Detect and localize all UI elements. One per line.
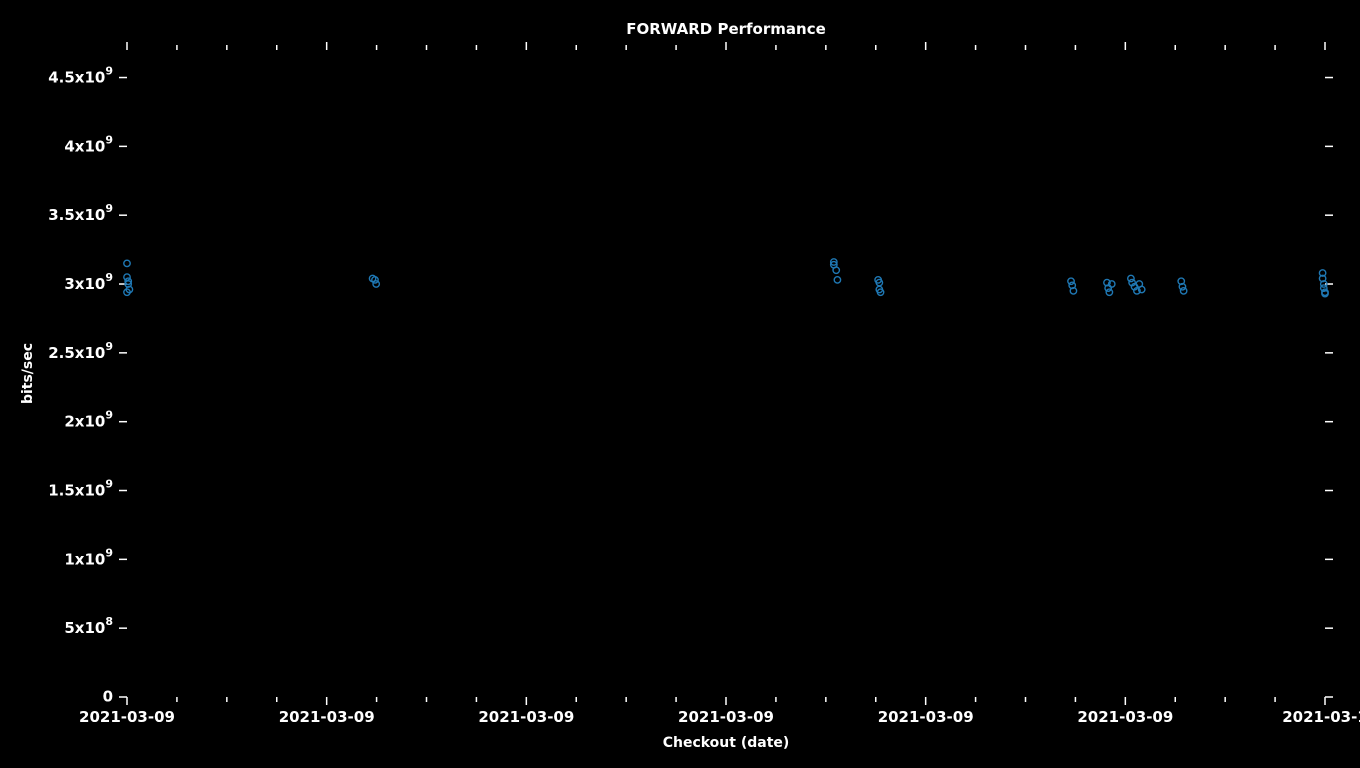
chart-svg: FORWARD Performance05x1081x1091.5x1092x1… bbox=[0, 0, 1360, 768]
chart-background bbox=[0, 0, 1360, 768]
y-tick-label: 1.5x109 bbox=[48, 477, 113, 499]
x-tick-label: 2021-03-09 bbox=[678, 708, 774, 726]
x-tick-label: 2021-03-1 bbox=[1282, 708, 1360, 726]
x-axis-label: Checkout (date) bbox=[663, 735, 790, 751]
chart-root: FORWARD Performance05x1081x1091.5x1092x1… bbox=[0, 0, 1360, 768]
x-tick-label: 2021-03-09 bbox=[1077, 708, 1173, 726]
x-tick-label: 2021-03-09 bbox=[79, 708, 175, 726]
x-tick-label: 2021-03-09 bbox=[279, 708, 375, 726]
y-tick-label: 3.5x109 bbox=[48, 202, 113, 224]
x-tick-label: 2021-03-09 bbox=[878, 708, 974, 726]
chart-title: FORWARD Performance bbox=[626, 20, 826, 38]
y-tick-label: 0 bbox=[103, 688, 113, 706]
y-tick-label: 2.5x109 bbox=[48, 339, 113, 361]
x-tick-label: 2021-03-09 bbox=[478, 708, 574, 726]
y-axis-label: bits/sec bbox=[20, 343, 36, 404]
y-tick-label: 4.5x109 bbox=[48, 64, 113, 86]
